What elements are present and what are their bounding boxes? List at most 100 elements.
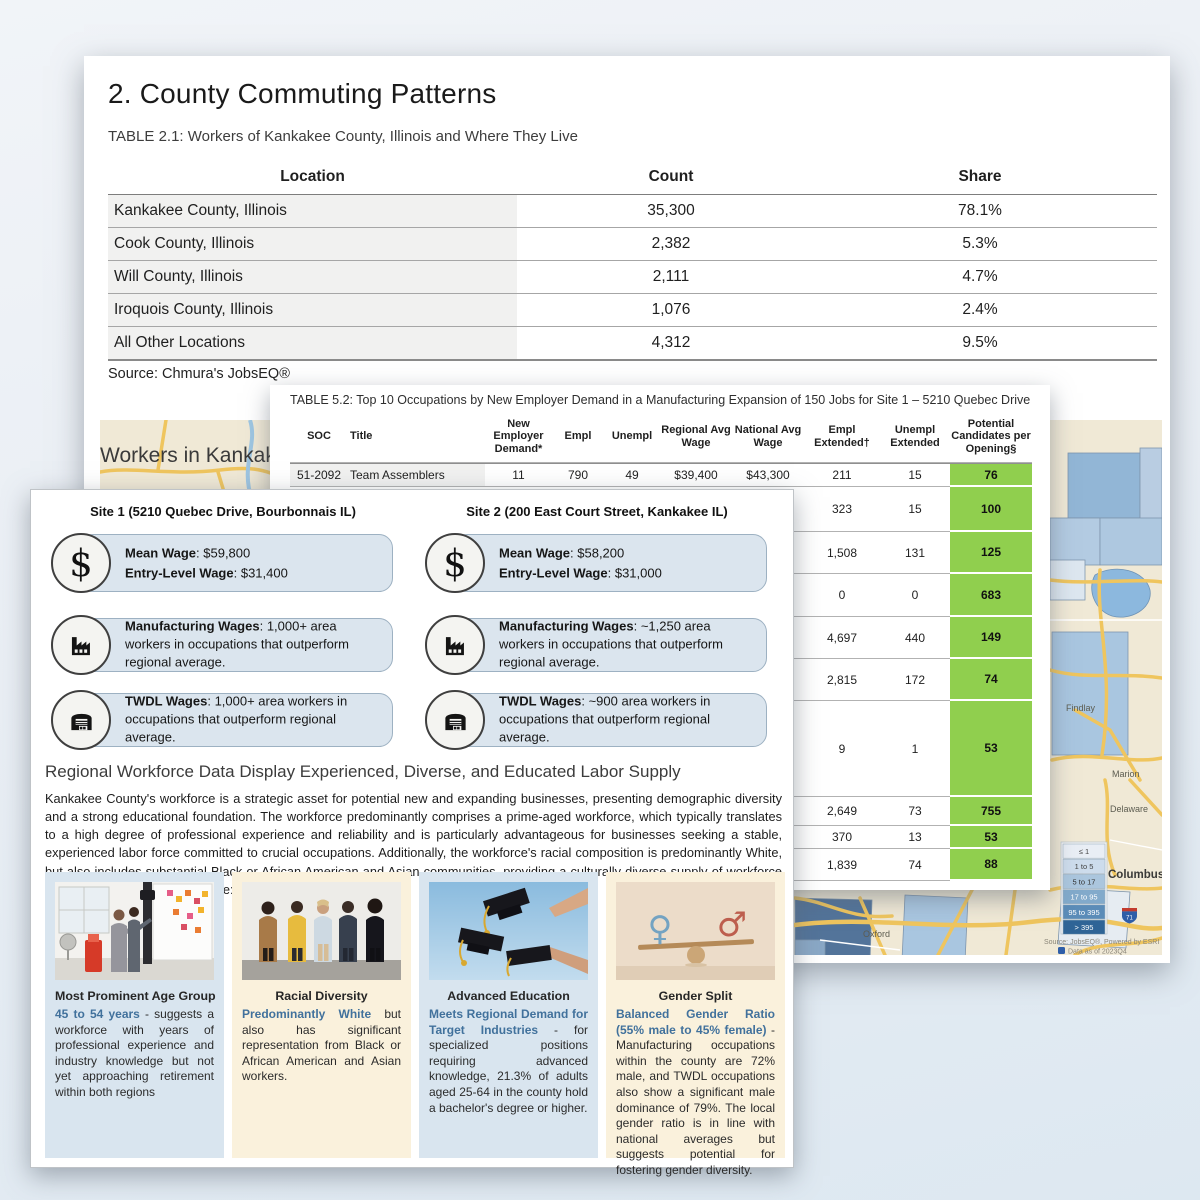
- col-candidates: Potential Candidates per Opening§: [950, 411, 1032, 463]
- count-cell: 1,076: [651, 301, 691, 318]
- col-soc: SOC: [290, 411, 348, 463]
- site2-wage-text: Mean Wage: $58,200 Entry-Level Wage: $31…: [499, 545, 662, 581]
- site1-header: Site 1 (5210 Quebec Drive, Bourbonnais I…: [90, 504, 356, 519]
- office-collaboration-photo: [55, 882, 214, 980]
- site1-wage-text: Mean Wage: $59,800 Entry-Level Wage: $31…: [125, 545, 288, 581]
- location-cell: Kankakee County, Illinois: [108, 195, 517, 227]
- table-row: Will County, Illinois 2,111 4.7%: [108, 261, 1157, 294]
- col-unempl-extended: Unempl Extended: [880, 411, 950, 463]
- highlight-title: Racial Diversity: [275, 989, 368, 1003]
- legend-label: ≤ 1: [1079, 847, 1089, 856]
- unempl-cell: 49: [604, 464, 660, 487]
- site-comparison-page: Site 1 (5210 Quebec Drive, Bourbonnais I…: [30, 489, 794, 1177]
- occupation-row: 1,839 74 88: [290, 849, 1032, 881]
- empl-ext-cell: 323: [804, 487, 880, 532]
- empl-ext-cell: 2,815: [804, 659, 880, 701]
- table-header-row: Location Count Share: [108, 160, 1157, 195]
- site2-twdl-text: TWDL Wages: ~900 area workers in occupat…: [499, 693, 711, 746]
- occupation-row: 51-2092 Team Assemblers 11 790 49 $39,40…: [290, 464, 1032, 487]
- pill-background: [79, 534, 393, 592]
- warehouse-icon: [51, 690, 111, 750]
- count-cell: 2,111: [652, 268, 690, 285]
- interstate-number: 71: [1126, 916, 1133, 922]
- demand-cell: 11: [485, 464, 552, 487]
- pill-background: [79, 693, 393, 747]
- share-cell: 4.7%: [962, 268, 998, 285]
- empl-ext-cell: 9: [804, 701, 880, 797]
- site1-twdl-pill: TWDL Wages: 1,000+ area workers in occup…: [51, 690, 393, 750]
- candidates-cell: 755: [950, 797, 1032, 826]
- col-title: Title: [348, 411, 485, 463]
- unempl-ext-cell: 0: [880, 574, 950, 617]
- balance-ball: [687, 946, 705, 964]
- site2-wage-pill: $ Mean Wage: $58,200 Entry-Level Wage: $…: [425, 533, 767, 593]
- share-cell: 78.1%: [958, 202, 1002, 219]
- interstate-71-shield: 71: [1122, 908, 1137, 924]
- table-row: Kankakee County, Illinois 35,300 78.1%: [108, 195, 1157, 228]
- diverse-group-photo: [242, 882, 401, 980]
- title-cell: Team Assemblers: [348, 464, 485, 487]
- map-source-line2: Data as of 2023Q4: [1068, 949, 1127, 956]
- column-header-location: Location: [280, 168, 345, 185]
- map-source-line1: Source: JobsEQ®, Powered by ESRI: [1044, 938, 1159, 946]
- legend-swatch: [1062, 904, 1106, 920]
- col-empl: Empl: [552, 411, 604, 463]
- legend-swatch: [1062, 874, 1106, 889]
- gender-balance-photo: ♀ ♂: [616, 882, 775, 980]
- city-label-columbus: Columbus: [1108, 869, 1162, 881]
- count-cell: 2,382: [651, 235, 691, 252]
- col-national-wage: National Avg Wage: [732, 411, 804, 463]
- highlight-racial-diversity: Racial Diversity Predominantly White but…: [232, 872, 411, 1158]
- empl-ext-cell: 370: [804, 826, 880, 849]
- legend-swatch: [1062, 889, 1106, 905]
- share-cell: 2.4%: [962, 301, 998, 318]
- balance-plank: [638, 939, 754, 950]
- pill-background: [79, 618, 393, 672]
- column-header-share: Share: [958, 168, 1002, 185]
- unempl-ext-cell: 15: [880, 464, 950, 487]
- grad-cap: [506, 945, 552, 966]
- site1-manufacturing-text: Manufacturing Wages: 1,000+ area workers…: [125, 618, 349, 671]
- candidates-cell: 125: [950, 532, 1032, 574]
- col-unempl: Unempl: [604, 411, 660, 463]
- table-5-2-caption: TABLE 5.2: Top 10 Occupations by New Emp…: [290, 393, 1031, 407]
- unempl-ext-cell: 1: [880, 701, 950, 797]
- location-cell: Iroquois County, Illinois: [108, 294, 517, 326]
- highlight-body: Balanced Gender Ratio (55% male to 45% f…: [616, 1007, 775, 1177]
- unempl-ext-cell: 74: [880, 849, 950, 881]
- legend-swatch: [1062, 919, 1106, 935]
- site2-manufacturing-text: Manufacturing Wages: ~1,250 area workers…: [499, 618, 723, 671]
- highlight-body: Meets Regional Demand for Target Industr…: [429, 1007, 589, 1115]
- candidates-cell: 53: [950, 826, 1032, 849]
- pill-background: [453, 618, 767, 672]
- grad-cap: [482, 887, 530, 921]
- dollar-icon: $: [425, 533, 485, 593]
- column-header-count: Count: [648, 168, 694, 185]
- group-figures: [259, 898, 384, 962]
- highlight-body: Predominantly White but also has signifi…: [242, 1007, 402, 1084]
- site1-wage-pill: $ Mean Wage: $59,800 Entry-Level Wage: $…: [51, 533, 393, 593]
- location-cell: All Other Locations: [108, 327, 517, 359]
- legend-swatch: [1062, 843, 1106, 859]
- map-minor-roads: [819, 619, 1162, 951]
- site2-header: Site 2 (200 East Court Street, Kankakee …: [466, 504, 728, 519]
- empl-ext-cell: 211: [804, 464, 880, 487]
- unempl-ext-cell: 131: [880, 532, 950, 574]
- female-symbol-icon: ♀: [648, 909, 673, 949]
- highlight-body: 45 to 54 years - suggests a workforce wi…: [55, 1007, 214, 1099]
- table-row: Cook County, Illinois 2,382 5.3%: [108, 228, 1157, 261]
- count-cell: 4,312: [651, 334, 691, 351]
- empl-cell: 790: [552, 464, 604, 487]
- highlight-advanced-education: Advanced Education Meets Regional Demand…: [419, 872, 598, 1158]
- candidates-cell: 149: [950, 617, 1032, 659]
- candidates-cell: 76: [950, 464, 1032, 487]
- location-cell: Cook County, Illinois: [108, 228, 517, 260]
- workers-map-heading: Workers in Kankake: [100, 444, 288, 467]
- col-regional-wage: Regional Avg Wage: [660, 411, 732, 463]
- map-road-network: [100, 420, 1162, 955]
- unempl-ext-cell: 13: [880, 826, 950, 849]
- legend-swatch: [1062, 858, 1106, 874]
- highlight-gender-split: ♀ ♂ Gender Split Balanced Gender Ratio (…: [606, 872, 785, 1177]
- regional-wage-cell: $39,400: [660, 464, 732, 487]
- national-wage-cell: $43,300: [732, 464, 804, 487]
